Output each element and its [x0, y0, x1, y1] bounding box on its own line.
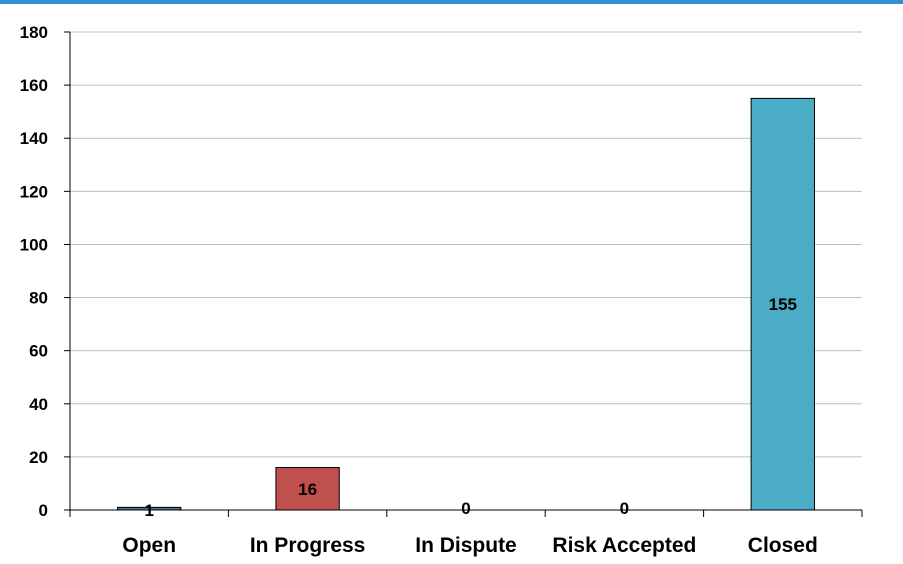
x-axis-category-labels: Open In Progress In Dispute Risk Accepted Cl…: [122, 534, 817, 557]
y-tick-label: 120: [20, 182, 48, 201]
bar-closed: [750, 97, 815, 511]
y-tick-label: 80: [29, 289, 48, 308]
data-label: 16: [298, 480, 317, 499]
gridlines: [70, 31, 862, 458]
data-labels: 1 16 0 0 155: [144, 295, 797, 520]
data-label: 0: [461, 499, 470, 518]
y-tick-label: 100: [20, 235, 48, 254]
x-category-label: In Dispute: [415, 534, 517, 557]
x-category-label: Risk Accepted: [552, 534, 696, 557]
y-tick-label: 160: [20, 76, 48, 95]
x-category-label: Closed: [748, 534, 818, 557]
data-label: 1: [144, 501, 153, 520]
data-label: 0: [620, 499, 629, 518]
y-tick-label: 20: [29, 448, 48, 467]
y-axis-tick-labels: 0 20 40 60 80 100 120 140 160 180: [20, 23, 48, 520]
x-category-label: In Progress: [250, 534, 366, 557]
y-tick-label: 140: [20, 129, 48, 148]
y-tick-label: 0: [39, 501, 48, 520]
axes: [64, 31, 863, 517]
y-tick-label: 60: [29, 342, 48, 361]
data-label: 155: [769, 295, 797, 314]
bars: [117, 97, 815, 511]
bar-in-progress: [275, 467, 340, 511]
top-border: [0, 0, 903, 4]
y-tick-label: 40: [29, 395, 48, 414]
y-tick-label: 180: [20, 23, 48, 42]
x-category-label: Open: [122, 534, 176, 557]
